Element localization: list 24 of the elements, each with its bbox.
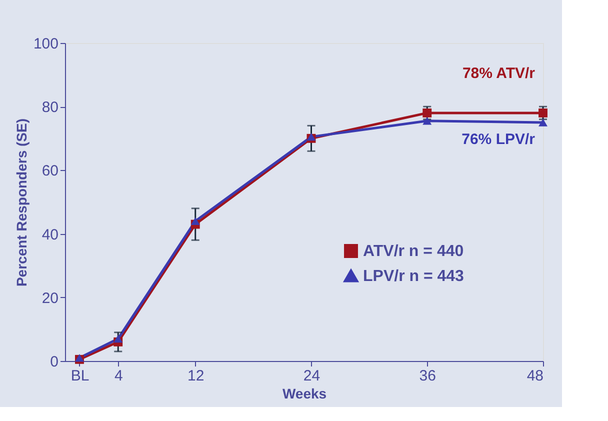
y-tick-label: 80: [42, 99, 58, 116]
x-axis-title: Weeks: [282, 386, 327, 402]
x-tick-label: 24: [303, 368, 320, 384]
x-tick-label: 4: [114, 368, 123, 384]
x-tick-label: 48: [526, 368, 544, 384]
point: [422, 117, 432, 125]
point: [190, 217, 200, 225]
x-tick-label: 36: [419, 368, 436, 384]
y-tick-label: 20: [42, 290, 58, 307]
point: [114, 334, 123, 343]
x-tick-label: BL: [70, 368, 90, 384]
legend-label: ATV/r n = 440: [363, 243, 464, 260]
y-tick-label: 0: [50, 354, 58, 370]
y-tick-label: 40: [42, 226, 58, 244]
y-axis-title: Percent Responders (SE): [13, 118, 30, 287]
legend-label: LPV/r n = 443: [363, 268, 464, 285]
point: [538, 118, 548, 126]
point: [538, 108, 548, 118]
annotation: 78% ATV/r: [462, 65, 536, 82]
x-tick-label: 12: [188, 368, 204, 384]
point: [422, 108, 432, 118]
annotation: 76% LPV/r: [462, 131, 536, 148]
y-tick-label: 60: [42, 162, 58, 180]
y-tick-label: 100: [33, 36, 58, 52]
